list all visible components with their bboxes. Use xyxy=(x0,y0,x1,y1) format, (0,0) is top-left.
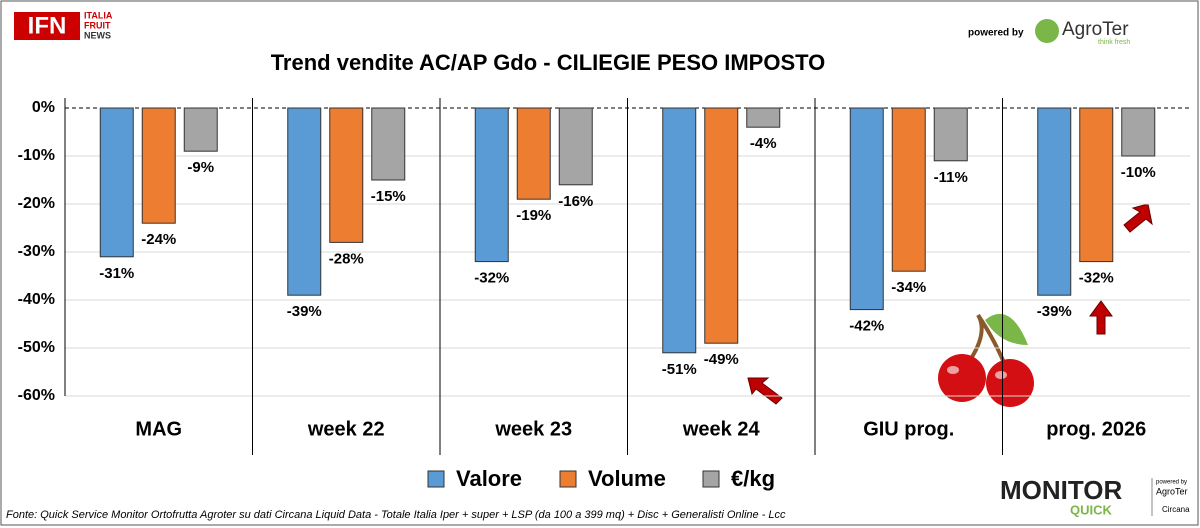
powered-by: powered by xyxy=(968,28,1024,39)
y-tick-label: -10% xyxy=(18,147,55,164)
bar xyxy=(474,107,509,263)
ifn-logo-box xyxy=(14,12,80,40)
bar xyxy=(287,107,322,296)
value-label: -39% xyxy=(1037,303,1072,320)
bar xyxy=(371,107,406,181)
legend-swatch xyxy=(559,470,577,488)
bar xyxy=(329,107,364,243)
y-tick-label: -20% xyxy=(18,195,55,212)
bar xyxy=(183,107,218,152)
value-label: -10% xyxy=(1121,164,1156,181)
value-label: -11% xyxy=(934,169,968,186)
value-label: -19% xyxy=(516,207,551,224)
value-label: -15% xyxy=(371,188,406,205)
value-label: -32% xyxy=(1079,270,1114,287)
value-label: -34% xyxy=(891,279,926,296)
x-tick-label: prog. 2026 xyxy=(1046,418,1146,440)
value-label: -24% xyxy=(141,231,176,248)
x-tick-label: GIU prog. xyxy=(863,418,954,440)
bar xyxy=(558,107,593,186)
agroter-icon xyxy=(1035,19,1059,43)
legend-label: Volume xyxy=(588,466,666,491)
value-label: -39% xyxy=(287,303,322,320)
bar xyxy=(516,107,551,200)
source-note: Fonte: Quick Service Monitor Ortofrutta … xyxy=(6,509,786,521)
value-label: -42% xyxy=(849,318,884,335)
ifn-logo: IFN xyxy=(28,12,67,39)
bar xyxy=(746,107,781,128)
legend-label: €/kg xyxy=(731,466,775,491)
value-label: -9% xyxy=(187,159,214,176)
arrow xyxy=(747,203,1153,405)
y-tick-label: -50% xyxy=(18,339,55,356)
ifn-sub: NEWS xyxy=(84,30,111,40)
y-tick-label: -30% xyxy=(18,243,55,260)
legend-swatch xyxy=(702,470,720,488)
legend-label: Valore xyxy=(456,466,522,491)
cherry-illustration xyxy=(938,313,1034,407)
bar xyxy=(891,107,926,272)
value-label: -28% xyxy=(329,250,364,267)
bar xyxy=(99,107,134,258)
y-tick-label: 0% xyxy=(32,99,55,116)
y-tick-label: -40% xyxy=(18,291,55,308)
bar xyxy=(1079,107,1114,263)
value-label: -4% xyxy=(750,135,777,152)
bar xyxy=(849,107,884,311)
bar xyxy=(1121,107,1156,157)
x-tick-label: week 24 xyxy=(682,418,761,440)
monitor-logo: MONITOR xyxy=(1000,475,1123,505)
value-label: -31% xyxy=(99,265,134,282)
legend-swatch xyxy=(427,470,445,488)
bar xyxy=(704,107,739,344)
y-tick-label: -60% xyxy=(18,387,55,404)
quick-logo: QUICK xyxy=(1070,502,1113,517)
x-tick-label: MAG xyxy=(135,418,182,440)
ifn-sub: FRUIT xyxy=(84,20,111,30)
value-label: -49% xyxy=(704,351,739,368)
circana: Circana xyxy=(1162,505,1190,514)
x-tick-label: week 23 xyxy=(494,418,572,440)
monitor-agroter: AgroTer xyxy=(1156,486,1188,496)
value-label: -32% xyxy=(474,270,509,287)
agroter-logo: AgroTer xyxy=(1062,19,1129,40)
bar xyxy=(141,107,176,224)
agroter-sub: think fresh xyxy=(1098,39,1130,46)
chart-title: Trend vendite AC/AP Gdo - CILIEGIE PESO … xyxy=(271,50,826,75)
x-tick-label: week 22 xyxy=(307,418,385,440)
ifn-sub: ITALIA xyxy=(84,10,113,20)
bar xyxy=(662,107,697,354)
bar xyxy=(933,107,968,162)
monitor-powered: powered by xyxy=(1156,480,1187,486)
bar xyxy=(1037,107,1072,296)
value-label: -16% xyxy=(558,193,593,210)
value-label: -51% xyxy=(662,361,697,378)
